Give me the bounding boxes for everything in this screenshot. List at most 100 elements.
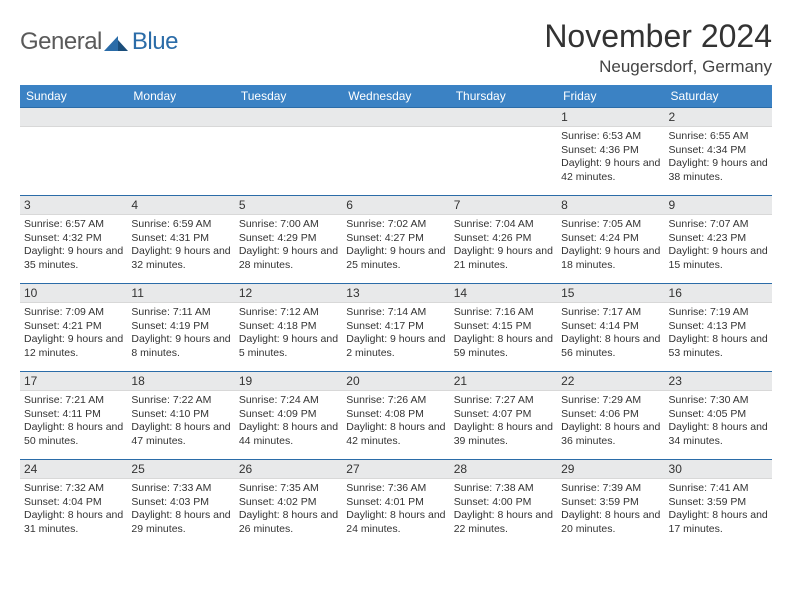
day-details: Sunrise: 7:24 AMSunset: 4:09 PMDaylight:…: [235, 391, 342, 451]
day-number: 10: [20, 283, 127, 303]
daylight-line: Daylight: 8 hours and 59 minutes.: [454, 333, 553, 359]
day-number: 15: [557, 283, 664, 303]
daylight-line: Daylight: 8 hours and 36 minutes.: [561, 421, 660, 447]
calendar-row: 1Sunrise: 6:53 AMSunset: 4:36 PMDaylight…: [20, 107, 772, 195]
day-details: Sunrise: 7:26 AMSunset: 4:08 PMDaylight:…: [342, 391, 449, 451]
day-details: Sunrise: 7:00 AMSunset: 4:29 PMDaylight:…: [235, 215, 342, 275]
day-number: 2: [665, 107, 772, 127]
daylight-line: Daylight: 8 hours and 39 minutes.: [454, 421, 553, 447]
day-details: [342, 127, 449, 132]
calendar-cell: 4Sunrise: 6:59 AMSunset: 4:31 PMDaylight…: [127, 195, 234, 283]
day-details: Sunrise: 7:09 AMSunset: 4:21 PMDaylight:…: [20, 303, 127, 363]
day-details: Sunrise: 7:22 AMSunset: 4:10 PMDaylight:…: [127, 391, 234, 451]
weekday-header-monday: Monday: [127, 85, 234, 107]
day-details: Sunrise: 7:36 AMSunset: 4:01 PMDaylight:…: [342, 479, 449, 539]
sunset-line: Sunset: 4:04 PM: [24, 496, 102, 508]
sunset-line: Sunset: 4:05 PM: [669, 408, 747, 420]
daylight-line: Daylight: 8 hours and 47 minutes.: [131, 421, 230, 447]
calendar-cell: 11Sunrise: 7:11 AMSunset: 4:19 PMDayligh…: [127, 283, 234, 371]
day-details: [20, 127, 127, 132]
sunrise-line: Sunrise: 7:04 AM: [454, 218, 534, 230]
day-number: [342, 107, 449, 127]
sunrise-line: Sunrise: 7:17 AM: [561, 306, 641, 318]
day-number: 27: [342, 459, 449, 479]
daylight-line: Daylight: 9 hours and 5 minutes.: [239, 333, 338, 359]
day-number: 23: [665, 371, 772, 391]
calendar-table: SundayMondayTuesdayWednesdayThursdayFrid…: [20, 85, 772, 547]
day-details: Sunrise: 7:27 AMSunset: 4:07 PMDaylight:…: [450, 391, 557, 451]
day-number: 30: [665, 459, 772, 479]
daylight-line: Daylight: 8 hours and 29 minutes.: [131, 509, 230, 535]
sunset-line: Sunset: 4:17 PM: [346, 320, 424, 332]
day-details: Sunrise: 6:59 AMSunset: 4:31 PMDaylight:…: [127, 215, 234, 275]
daylight-line: Daylight: 8 hours and 56 minutes.: [561, 333, 660, 359]
daylight-line: Daylight: 8 hours and 44 minutes.: [239, 421, 338, 447]
sunrise-line: Sunrise: 7:05 AM: [561, 218, 641, 230]
calendar-body: 1Sunrise: 6:53 AMSunset: 4:36 PMDaylight…: [20, 107, 772, 547]
day-number: 5: [235, 195, 342, 215]
sunrise-line: Sunrise: 7:11 AM: [131, 306, 210, 318]
page-header: General Blue November 2024 Neugersdorf, …: [20, 18, 772, 77]
day-details: Sunrise: 7:33 AMSunset: 4:03 PMDaylight:…: [127, 479, 234, 539]
daylight-line: Daylight: 8 hours and 24 minutes.: [346, 509, 445, 535]
day-details: Sunrise: 6:53 AMSunset: 4:36 PMDaylight:…: [557, 127, 664, 187]
daylight-line: Daylight: 8 hours and 22 minutes.: [454, 509, 553, 535]
sunrise-line: Sunrise: 7:14 AM: [346, 306, 426, 318]
daylight-line: Daylight: 9 hours and 35 minutes.: [24, 245, 123, 271]
calendar-cell: 23Sunrise: 7:30 AMSunset: 4:05 PMDayligh…: [665, 371, 772, 459]
calendar-cell: 24Sunrise: 7:32 AMSunset: 4:04 PMDayligh…: [20, 459, 127, 547]
sunrise-line: Sunrise: 7:00 AM: [239, 218, 319, 230]
calendar-cell: [235, 107, 342, 195]
calendar-row: 24Sunrise: 7:32 AMSunset: 4:04 PMDayligh…: [20, 459, 772, 547]
calendar-row: 3Sunrise: 6:57 AMSunset: 4:32 PMDaylight…: [20, 195, 772, 283]
day-details: Sunrise: 6:55 AMSunset: 4:34 PMDaylight:…: [665, 127, 772, 187]
calendar-cell: 30Sunrise: 7:41 AMSunset: 3:59 PMDayligh…: [665, 459, 772, 547]
calendar-cell: 29Sunrise: 7:39 AMSunset: 3:59 PMDayligh…: [557, 459, 664, 547]
calendar-cell: 27Sunrise: 7:36 AMSunset: 4:01 PMDayligh…: [342, 459, 449, 547]
sunrise-line: Sunrise: 7:36 AM: [346, 482, 426, 494]
weekday-header-thursday: Thursday: [450, 85, 557, 107]
calendar-cell: 17Sunrise: 7:21 AMSunset: 4:11 PMDayligh…: [20, 371, 127, 459]
sunrise-line: Sunrise: 7:09 AM: [24, 306, 104, 318]
day-number: [235, 107, 342, 127]
calendar-cell: 9Sunrise: 7:07 AMSunset: 4:23 PMDaylight…: [665, 195, 772, 283]
sunset-line: Sunset: 4:34 PM: [669, 144, 747, 156]
day-number: [127, 107, 234, 127]
day-details: Sunrise: 7:05 AMSunset: 4:24 PMDaylight:…: [557, 215, 664, 275]
calendar-cell: 19Sunrise: 7:24 AMSunset: 4:09 PMDayligh…: [235, 371, 342, 459]
day-number: 20: [342, 371, 449, 391]
day-number: 6: [342, 195, 449, 215]
calendar-cell: 5Sunrise: 7:00 AMSunset: 4:29 PMDaylight…: [235, 195, 342, 283]
day-number: 28: [450, 459, 557, 479]
daylight-line: Daylight: 8 hours and 20 minutes.: [561, 509, 660, 535]
calendar-cell: 20Sunrise: 7:26 AMSunset: 4:08 PMDayligh…: [342, 371, 449, 459]
day-number: 12: [235, 283, 342, 303]
day-details: Sunrise: 7:39 AMSunset: 3:59 PMDaylight:…: [557, 479, 664, 539]
calendar-row: 10Sunrise: 7:09 AMSunset: 4:21 PMDayligh…: [20, 283, 772, 371]
daylight-line: Daylight: 9 hours and 32 minutes.: [131, 245, 230, 271]
sunset-line: Sunset: 4:19 PM: [131, 320, 209, 332]
day-number: 25: [127, 459, 234, 479]
day-details: [127, 127, 234, 132]
sunset-line: Sunset: 4:24 PM: [561, 232, 639, 244]
sunset-line: Sunset: 4:36 PM: [561, 144, 639, 156]
day-details: Sunrise: 7:21 AMSunset: 4:11 PMDaylight:…: [20, 391, 127, 451]
sunset-line: Sunset: 4:00 PM: [454, 496, 532, 508]
sunset-line: Sunset: 4:18 PM: [239, 320, 317, 332]
title-block: November 2024 Neugersdorf, Germany: [544, 18, 772, 77]
daylight-line: Daylight: 9 hours and 2 minutes.: [346, 333, 445, 359]
calendar-cell: 13Sunrise: 7:14 AMSunset: 4:17 PMDayligh…: [342, 283, 449, 371]
daylight-line: Daylight: 9 hours and 8 minutes.: [131, 333, 230, 359]
day-number: 14: [450, 283, 557, 303]
sunrise-line: Sunrise: 7:16 AM: [454, 306, 534, 318]
sunrise-line: Sunrise: 7:38 AM: [454, 482, 534, 494]
logo-text-2: Blue: [132, 28, 178, 56]
daylight-line: Daylight: 9 hours and 38 minutes.: [669, 157, 768, 183]
day-number: 24: [20, 459, 127, 479]
sunrise-line: Sunrise: 7:29 AM: [561, 394, 641, 406]
sunrise-line: Sunrise: 6:59 AM: [131, 218, 211, 230]
sunrise-line: Sunrise: 7:24 AM: [239, 394, 319, 406]
daylight-line: Daylight: 8 hours and 50 minutes.: [24, 421, 123, 447]
day-number: 1: [557, 107, 664, 127]
daylight-line: Daylight: 8 hours and 53 minutes.: [669, 333, 768, 359]
